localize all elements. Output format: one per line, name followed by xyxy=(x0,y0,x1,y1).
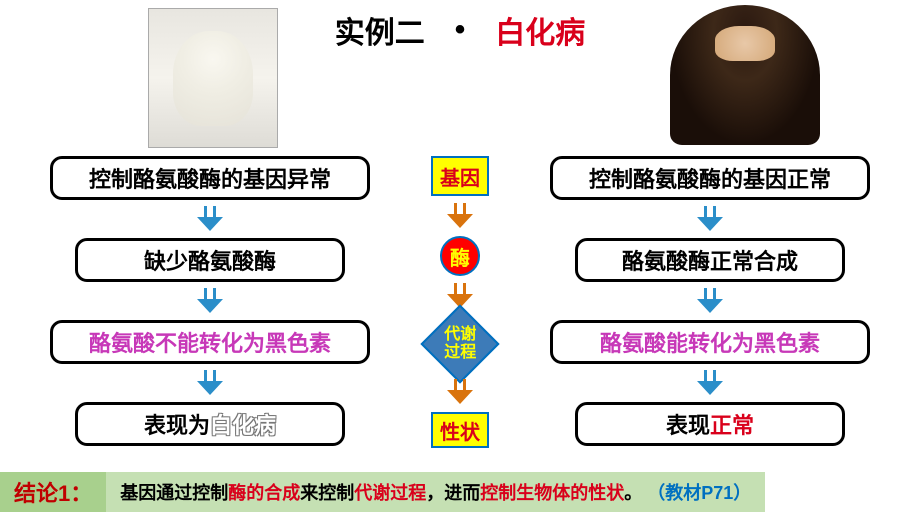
c-p7: 。 xyxy=(624,479,642,505)
dark-hair-image xyxy=(660,2,830,147)
arrow-down-icon xyxy=(700,288,720,314)
arrow-down-icon xyxy=(700,370,720,396)
arrow-down-icon xyxy=(450,379,470,405)
left-column: 控制酪氨酸酶的基因异常 缺少酪氨酸酶 酪氨酸不能转化为黑色素 表现为白化病 xyxy=(50,156,370,446)
right-box-enzyme: 酪氨酸酶正常合成 xyxy=(575,238,845,282)
right-box-enzyme-text: 酪氨酸酶正常合成 xyxy=(622,244,798,276)
right-box-trait: 表现正常 xyxy=(575,402,845,446)
left-box-gene-text: 控制酪氨酸酶的基因异常 xyxy=(89,162,331,194)
conclusion-label: 结论1： xyxy=(0,472,106,512)
left-trait-b: 白化病 xyxy=(210,408,276,440)
right-box-metabolism-text: 酪氨酸能转化为黑色素 xyxy=(600,326,820,358)
title-disease: 白化病 xyxy=(495,8,585,52)
c-p3: 来控制 xyxy=(300,479,354,505)
left-box-metabolism: 酪氨酸不能转化为黑色素 xyxy=(50,320,370,364)
right-box-gene-text: 控制酪氨酸酶的基因正常 xyxy=(589,162,831,194)
arrow-down-icon xyxy=(450,203,470,229)
arrow-down-icon xyxy=(200,370,220,396)
center-column: 基因 酶 代谢过程 性状 xyxy=(431,156,489,448)
c-p2: 酶的合成 xyxy=(228,479,300,505)
label-gene: 基因 xyxy=(431,156,489,196)
c-p6: 控制生物体的性状 xyxy=(480,479,624,505)
right-box-gene: 控制酪氨酸酶的基因正常 xyxy=(550,156,870,200)
arrow-down-icon xyxy=(200,288,220,314)
metab-l2: 过程 xyxy=(444,344,476,361)
title-dot: • xyxy=(455,13,466,47)
c-p4: 代谢过程 xyxy=(354,479,426,505)
right-trait-a: 表现 xyxy=(666,408,710,440)
conclusion-text: 基因通过控制酶的合成来控制代谢过程，进而控制生物体的性状。 （教材P71） xyxy=(106,472,765,512)
left-box-trait: 表现为白化病 xyxy=(75,402,345,446)
arrow-down-icon xyxy=(700,206,720,232)
right-trait-b: 正常 xyxy=(710,408,754,440)
arrow-down-icon xyxy=(200,206,220,232)
left-box-metabolism-text: 酪氨酸不能转化为黑色素 xyxy=(89,326,331,358)
c-p1: 基因通过控制 xyxy=(120,479,228,505)
label-metabolism: 代谢过程 xyxy=(420,304,499,383)
left-box-enzyme: 缺少酪氨酸酶 xyxy=(75,238,345,282)
metab-l1: 代谢 xyxy=(444,326,476,343)
right-column: 控制酪氨酸酶的基因正常 酪氨酸酶正常合成 酪氨酸能转化为黑色素 表现正常 xyxy=(550,156,870,446)
conclusion-bar: 结论1： 基因通过控制酶的合成来控制代谢过程，进而控制生物体的性状。 （教材P7… xyxy=(0,472,765,512)
label-enzyme: 酶 xyxy=(440,236,480,276)
title-label: 实例二 xyxy=(335,8,425,52)
label-trait: 性状 xyxy=(431,412,489,448)
albino-child-image xyxy=(148,8,278,148)
left-box-enzyme-text: 缺少酪氨酸酶 xyxy=(144,244,276,276)
left-trait-a: 表现为 xyxy=(144,408,210,440)
left-box-gene: 控制酪氨酸酶的基因异常 xyxy=(50,156,370,200)
right-box-metabolism: 酪氨酸能转化为黑色素 xyxy=(550,320,870,364)
c-p5: ，进而 xyxy=(426,479,480,505)
c-p8: （教材P71） xyxy=(647,479,751,505)
